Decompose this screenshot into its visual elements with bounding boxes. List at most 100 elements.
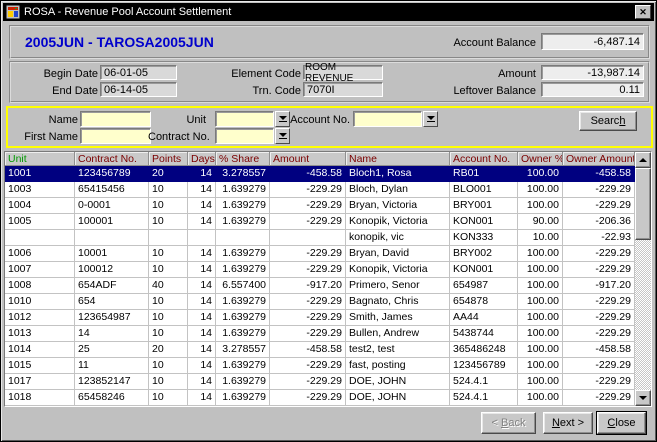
close-window-button[interactable]: ✕ xyxy=(635,5,651,19)
table-row[interactable]: 1003 65415456 10 14 1.639279 -229.29 Bloch, Dy… xyxy=(5,182,651,198)
cell-amount: -229.29 xyxy=(270,214,346,230)
cell-days: 14 xyxy=(188,278,216,294)
name-input[interactable] xyxy=(80,111,151,127)
cell-owner-amount: -229.29 xyxy=(563,198,635,214)
cell-owner-pct: 100.00 xyxy=(518,310,563,326)
begin-date-value: 06-01-05 xyxy=(104,66,149,79)
cell-points: 10 xyxy=(149,182,188,198)
amount-field: -13,987.14 xyxy=(541,65,644,80)
first-name-input[interactable] xyxy=(80,128,151,144)
leftover-balance-label: Leftover Balance xyxy=(453,85,536,97)
trn-code-label: Trn. Code xyxy=(252,85,301,97)
table-row[interactable]: konopik, vic KON333 10.00 -22.93 xyxy=(5,230,651,246)
account-no-combobox[interactable] xyxy=(353,111,438,127)
cell-amount xyxy=(270,230,346,246)
cell-unit: 1018 xyxy=(5,390,75,406)
cell-contract-no: 65458246 xyxy=(75,390,149,406)
account-no-combo-field[interactable] xyxy=(353,111,422,127)
table-row[interactable]: 1014 25 20 14 3.278557 -458.58 test2, test 3654… xyxy=(5,342,651,358)
cell-name: Konopik, Victoria xyxy=(346,214,450,230)
cell-points: 10 xyxy=(149,310,188,326)
cell-share: 1.639279 xyxy=(216,374,270,390)
cell-days: 14 xyxy=(188,198,216,214)
cell-days: 14 xyxy=(188,358,216,374)
table-row[interactable]: 1013 14 10 14 1.639279 -229.29 Bullen, Andrew 5… xyxy=(5,326,651,342)
cell-owner-pct: 100.00 xyxy=(518,342,563,358)
account-no-combo-dropdown-button[interactable] xyxy=(423,111,438,127)
account-balance-value: -6,487.14 xyxy=(593,35,640,48)
cell-amount: -458.58 xyxy=(270,166,346,182)
account-no-label: Account No. xyxy=(290,114,350,126)
cell-unit: 1017 xyxy=(5,374,75,390)
cell-account-no: 654987 xyxy=(450,278,518,294)
vertical-scrollbar[interactable] xyxy=(635,152,651,406)
unit-combo-dropdown-button[interactable] xyxy=(275,111,290,127)
table-row[interactable]: 1007 100012 10 14 1.639279 -229.29 Konopik, Vi… xyxy=(5,262,651,278)
cell-owner-amount: -229.29 xyxy=(563,390,635,406)
cell-owner-pct: 100.00 xyxy=(518,374,563,390)
cell-account-no: AA44 xyxy=(450,310,518,326)
account-balance-label: Account Balance xyxy=(453,37,536,49)
cell-owner-amount: -229.29 xyxy=(563,262,635,278)
unit-combo-field[interactable] xyxy=(215,111,274,127)
end-date-field: 06-14-05 xyxy=(100,82,177,97)
table-header-row: Unit Contract No. Points Days% Share Amount N… xyxy=(5,152,651,166)
cell-contract-no: 123456789 xyxy=(75,166,149,182)
table-row[interactable]: 1012 123654987 10 14 1.639279 -229.29 Smith, J… xyxy=(5,310,651,326)
search-button[interactable]: Searc h xyxy=(579,111,637,131)
scroll-down-button[interactable] xyxy=(635,390,651,406)
column-header-owner-amount: Owner Amount xyxy=(563,152,635,166)
end-date-label: End Date xyxy=(52,85,98,97)
details-panel: Begin Date 06-01-05 End Date 06-14-05 El… xyxy=(9,61,650,103)
cell-share: 1.639279 xyxy=(216,182,270,198)
table-row[interactable]: 1010 654 10 14 1.639279 -229.29 Bagnato, Chris… xyxy=(5,294,651,310)
cell-days: 14 xyxy=(188,342,216,358)
contract-no-combobox[interactable] xyxy=(215,128,290,144)
contract-no-combo-dropdown-button[interactable] xyxy=(275,128,290,144)
cell-points: 10 xyxy=(149,246,188,262)
table-row[interactable]: 1005 100001 10 14 1.639279 -229.29 Konopik, Vi… xyxy=(5,214,651,230)
scrollbar-thumb[interactable] xyxy=(635,168,651,240)
cell-owner-pct: 10.00 xyxy=(518,230,563,246)
unit-combobox[interactable] xyxy=(215,111,290,127)
name-label: Name xyxy=(48,114,78,126)
scroll-up-button[interactable] xyxy=(635,152,651,168)
table-row[interactable]: 1004 0-0001 10 14 1.639279 -229.29 Bryan, Vict… xyxy=(5,198,651,214)
cell-owner-pct: 100.00 xyxy=(518,262,563,278)
cell-unit: 1007 xyxy=(5,262,75,278)
contract-no-combo-field[interactable] xyxy=(215,128,274,144)
table-row[interactable]: 1015 11 10 14 1.639279 -229.29 fast, posting 12… xyxy=(5,358,651,374)
cell-points: 40 xyxy=(149,278,188,294)
table-row[interactable]: 1017 123852147 10 14 1.639279 -229.29 DOE, JOH… xyxy=(5,374,651,390)
cell-owner-amount: -917.20 xyxy=(563,278,635,294)
cell-share: 1.639279 xyxy=(216,310,270,326)
table-row[interactable]: 1006 10001 10 14 1.639279 -229.29 Bryan, David… xyxy=(5,246,651,262)
chevron-down-icon xyxy=(278,133,287,139)
cell-unit: 1003 xyxy=(5,182,75,198)
cell-points: 10 xyxy=(149,198,188,214)
table-row[interactable]: 1001 123456789 20 14 3.278557 -458.58 Bloch1, … xyxy=(5,166,651,182)
cell-owner-pct: 100.00 xyxy=(518,390,563,406)
cell-account-no: KON001 xyxy=(450,214,518,230)
end-date-value: 06-14-05 xyxy=(104,83,149,96)
cell-owner-amount: -229.29 xyxy=(563,246,635,262)
search-panel: Name Unit Account No. Searc h First Name … xyxy=(6,106,653,148)
cell-share: 6.557400 xyxy=(216,278,270,294)
cell-days: 14 xyxy=(188,214,216,230)
cell-points: 10 xyxy=(149,358,188,374)
column-header-amount: Amount xyxy=(270,152,346,166)
table-row[interactable]: 1018 65458246 10 14 1.639279 -229.29 DOE, JOHN… xyxy=(5,390,651,406)
table-row[interactable]: 1008 654ADF 40 14 6.557400 -917.20 Primero, Se… xyxy=(5,278,651,294)
pool-title: 2005JUN - TAROSA2005JUN xyxy=(25,34,214,50)
cell-share: 1.639279 xyxy=(216,198,270,214)
cell-contract-no: 100012 xyxy=(75,262,149,278)
arrow-up-icon xyxy=(639,158,647,162)
header-panel: 2005JUN - TAROSA2005JUN Account Balance … xyxy=(9,25,650,59)
cell-amount: -229.29 xyxy=(270,390,346,406)
cell-owner-pct: 100.00 xyxy=(518,198,563,214)
cell-points: 10 xyxy=(149,390,188,406)
